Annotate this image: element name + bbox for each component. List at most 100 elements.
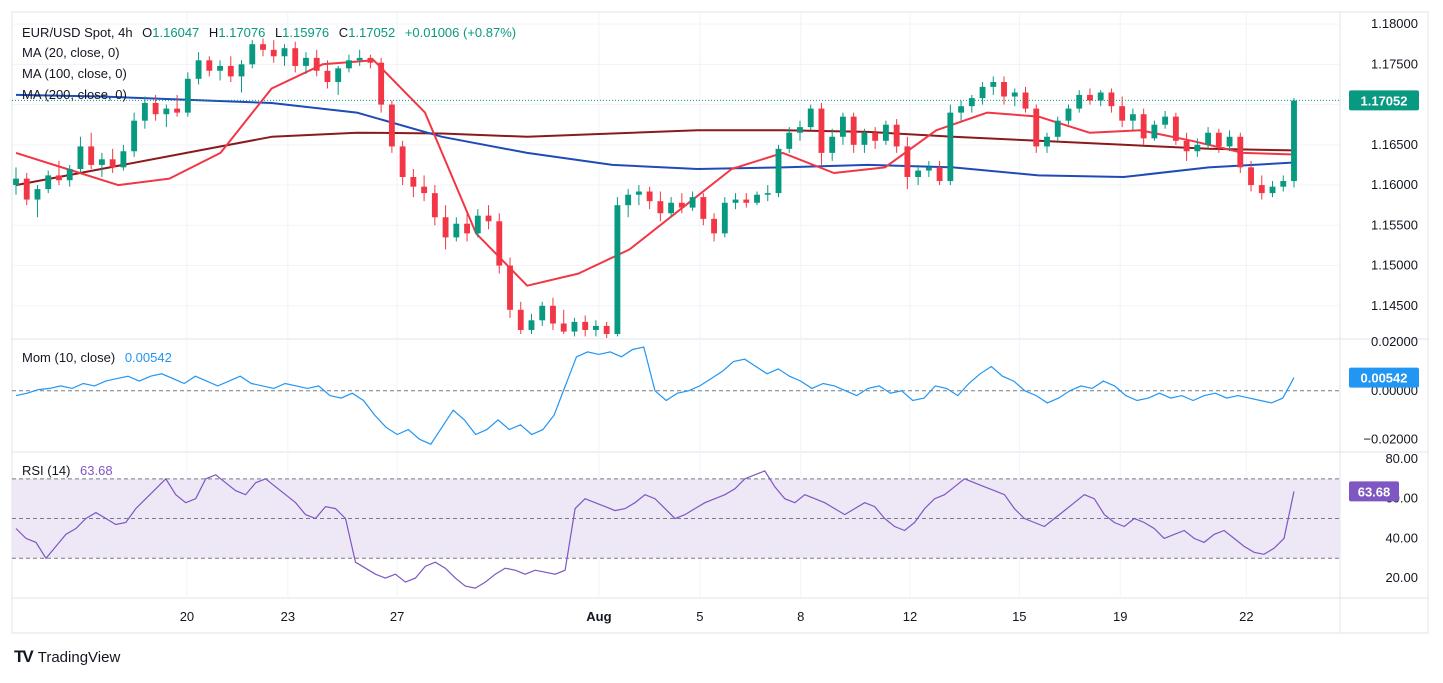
- price-tick-label: 1.18000: [1371, 16, 1418, 31]
- candle-body-up: [1226, 136, 1233, 147]
- candle-body-down: [1248, 167, 1254, 186]
- candle-body-down: [582, 321, 589, 330]
- candle-body-up: [571, 321, 578, 332]
- candle-body-up: [968, 98, 975, 107]
- candle-body-down: [442, 217, 449, 238]
- ma20-legend[interactable]: MA (20, close, 0): [22, 45, 120, 60]
- candle-body-down: [485, 215, 492, 222]
- rsi-legend[interactable]: RSI (14) 63.68: [22, 461, 113, 481]
- candle-body-up: [45, 175, 52, 190]
- candle-body-up: [915, 170, 922, 178]
- candle-body-up: [979, 86, 986, 99]
- momentum-value-badge: [1349, 367, 1419, 388]
- candle-body-up: [345, 60, 352, 69]
- momentum-tick-label: −0.02000: [1363, 431, 1418, 446]
- time-tick-label: 5: [696, 609, 703, 624]
- momentum-legend[interactable]: Mom (10, close) 0.00542: [22, 348, 172, 368]
- candle-body-down: [1172, 116, 1179, 141]
- candle-body-down: [431, 193, 438, 218]
- indicator-layer: [15, 346, 1295, 589]
- candle-body-up: [120, 151, 127, 168]
- candle-body-up: [184, 78, 191, 113]
- candle-body-up: [1205, 132, 1212, 145]
- candle-body-down: [1183, 140, 1190, 152]
- candle-body-up: [77, 146, 84, 169]
- candle-body-down: [56, 175, 62, 181]
- axis-layer: 1.180001.175001.170001.165001.160001.155…: [12, 16, 1419, 624]
- candle-body-up: [195, 60, 202, 79]
- candle-body-up: [1011, 92, 1018, 97]
- candle-body-up: [217, 65, 223, 71]
- rsi-tick-label: 40.00: [1385, 530, 1418, 545]
- candle-body-down: [324, 70, 331, 83]
- candle-body-up: [1280, 181, 1287, 187]
- candle-body-up: [1291, 100, 1297, 182]
- candle-body-down: [313, 57, 320, 71]
- ma100-legend[interactable]: MA (100, close, 0): [22, 66, 127, 81]
- candle-body-down: [399, 146, 406, 178]
- candle-body-down: [1033, 108, 1040, 147]
- momentum-value: 0.00542: [124, 350, 172, 365]
- candle-body-down: [421, 186, 428, 194]
- high-value: 1.17076: [218, 25, 266, 40]
- price-tick-label: 1.15000: [1371, 258, 1418, 273]
- close-value: 1.17052: [348, 25, 396, 40]
- momentum-title: Mom (10, close): [22, 350, 116, 365]
- candle-body-up: [163, 108, 170, 115]
- candle-body-up: [861, 132, 868, 145]
- candle-body-down: [872, 132, 879, 141]
- candle-body-up: [1044, 136, 1050, 147]
- last-price-badge: [1349, 90, 1419, 111]
- rsi-title: RSI (14): [22, 463, 71, 478]
- candle-body-up: [840, 116, 846, 137]
- candle-body-down: [1215, 132, 1222, 147]
- candle-body-down: [292, 48, 299, 66]
- candle-body-down: [517, 309, 524, 330]
- low-label: L: [274, 25, 283, 40]
- candle-body-up: [1151, 124, 1158, 139]
- candle-body-up: [98, 159, 105, 165]
- candle-body-down: [378, 62, 385, 105]
- time-tick-label: Aug: [586, 609, 611, 624]
- candle-body-down: [850, 116, 857, 145]
- candle-body-up: [593, 325, 599, 330]
- time-tick-label: 27: [390, 609, 404, 624]
- time-tick-label: 23: [281, 609, 295, 624]
- candle-body-up: [474, 215, 481, 234]
- candle-body-down: [743, 199, 750, 203]
- candle-body-up: [141, 102, 148, 121]
- candle-body-up: [528, 320, 535, 330]
- candle-body-down: [818, 108, 825, 153]
- candle-body-down: [711, 218, 717, 234]
- candle-body-up: [754, 194, 760, 203]
- candle-body-down: [1237, 136, 1244, 168]
- moving-average-layer: [15, 59, 1295, 287]
- candle-body-up: [1054, 120, 1061, 137]
- candle-body-down: [410, 177, 417, 187]
- ma200-legend[interactable]: MA (200, close, 0): [22, 87, 127, 102]
- candle-body-down: [109, 159, 116, 168]
- candle-body-up: [281, 48, 288, 57]
- ma20-line: [15, 59, 1295, 287]
- candle-body-up: [1162, 116, 1169, 125]
- candle-body-down: [496, 221, 503, 266]
- momentum-line: [15, 346, 1295, 445]
- candle-body-up: [775, 148, 782, 194]
- rsi-value: 63.68: [80, 463, 113, 478]
- momentum-tick-label: 0.02000: [1371, 334, 1418, 349]
- tradingview-brand[interactable]: TV TradingView: [14, 647, 120, 667]
- candle-body-down: [550, 305, 556, 324]
- candle-body-down: [88, 146, 95, 165]
- candle-body-down: [388, 104, 395, 147]
- time-tick-label: 8: [797, 609, 804, 624]
- candle-body-up: [1065, 108, 1072, 121]
- chart-frame: [11, 11, 1429, 634]
- candle-body-up: [947, 112, 954, 182]
- candle-body-up: [925, 167, 932, 171]
- candle-body-up: [721, 202, 728, 234]
- candle-body-up: [356, 57, 363, 61]
- tradingview-logo-icon: TV: [14, 647, 34, 666]
- candle-body-up: [539, 305, 546, 321]
